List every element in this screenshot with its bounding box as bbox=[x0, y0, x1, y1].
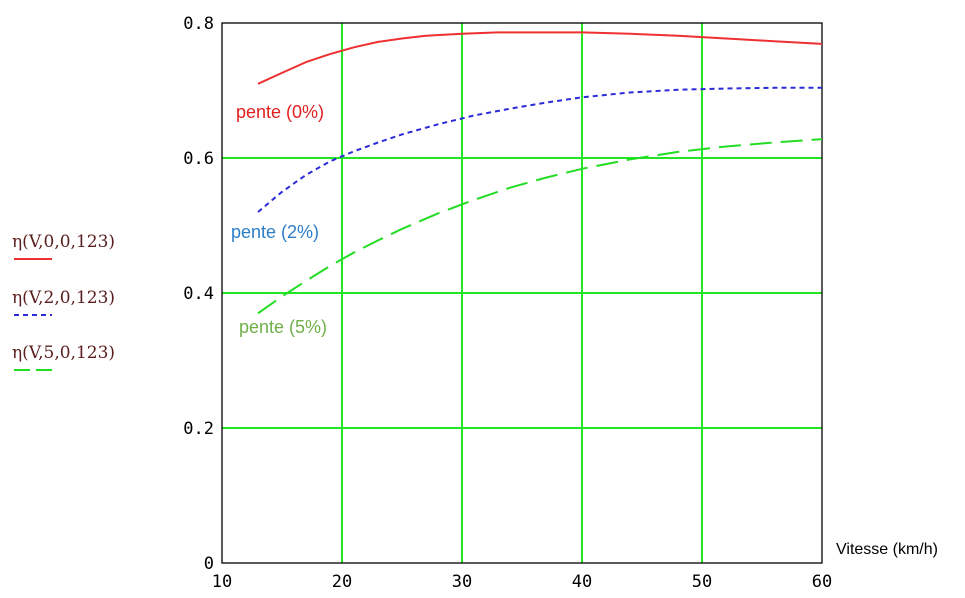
x-tick-label: 10 bbox=[212, 572, 232, 592]
legend-label-0: η(V,0,0,123) bbox=[12, 232, 115, 252]
legend: η(V,0,0,123) η(V,2,0,123) η(V,5,0,123) bbox=[12, 232, 115, 371]
x-tick-labels: 10 20 30 40 50 60 bbox=[212, 572, 832, 592]
x-axis-label: Vitesse (km/h) bbox=[836, 541, 938, 558]
series-annotation-1: pente (2%) bbox=[231, 222, 319, 242]
series-lines bbox=[257, 31, 823, 315]
series-annotation-2: pente (5%) bbox=[239, 317, 327, 337]
series-line-0 bbox=[257, 31, 823, 85]
grid bbox=[222, 23, 822, 563]
x-tick-label: 40 bbox=[572, 572, 592, 592]
series-line-2 bbox=[257, 138, 823, 315]
series-line-1 bbox=[257, 86, 822, 213]
x-tick-label: 20 bbox=[332, 572, 352, 592]
y-tick-labels: 0 0.2 0.4 0.6 0.8 bbox=[183, 14, 214, 574]
y-tick-label: 0.2 bbox=[183, 419, 214, 439]
legend-label-1: η(V,2,0,123) bbox=[12, 288, 115, 308]
y-tick-label: 0.6 bbox=[183, 149, 214, 169]
plot-frame bbox=[221, 22, 823, 564]
x-tick-label: 60 bbox=[812, 572, 832, 592]
legend-label-2: η(V,5,0,123) bbox=[12, 343, 115, 363]
y-tick-label: 0 bbox=[204, 554, 214, 574]
y-tick-label: 0.4 bbox=[183, 284, 214, 304]
x-tick-label: 50 bbox=[692, 572, 712, 592]
series-annotation-0: pente (0%) bbox=[236, 102, 324, 122]
y-tick-label: 0.8 bbox=[183, 14, 214, 34]
x-tick-label: 30 bbox=[452, 572, 472, 592]
series-annotations: pente (0%) pente (2%) pente (5%) bbox=[231, 102, 327, 337]
